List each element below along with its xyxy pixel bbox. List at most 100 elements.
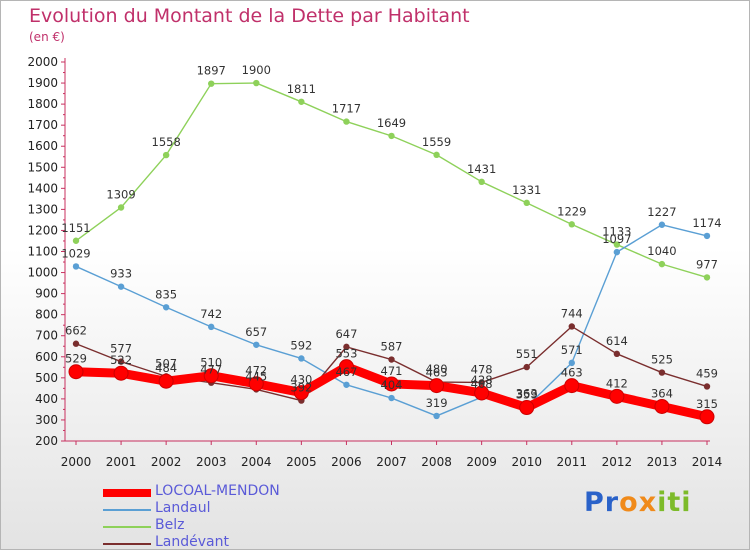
y-tick-label: 400 [35,392,58,406]
data-point [384,376,399,392]
logo-letter: t [667,487,682,518]
legend-swatch [103,543,151,545]
y-tick-label: 2000 [27,55,58,69]
legend-swatch [103,509,151,511]
data-point [298,98,305,105]
x-tick-label: 2010 [511,455,542,469]
data-point [433,151,440,159]
x-tick-label: 2005 [286,455,317,469]
data-point [478,379,485,386]
data-point [429,378,445,394]
data-label: 1559 [422,135,451,149]
legend-swatch [103,526,151,528]
data-label: 510 [200,356,222,370]
data-label: 571 [561,343,583,357]
data-label: 412 [606,376,628,390]
data-point [519,400,535,416]
y-tick-label: 1200 [27,223,58,237]
data-point [388,356,395,363]
data-point [72,263,80,270]
data-label: 742 [200,307,222,321]
data-label: 1649 [377,116,406,130]
data-label: 525 [651,353,673,367]
data-point [703,383,711,390]
y-tick-label: 1400 [27,181,58,195]
data-label: 477 [200,363,222,377]
data-point [658,369,666,376]
y-tick-label: 900 [35,287,58,301]
chart-subtitle: (en €) [29,30,65,44]
data-label: 1227 [647,205,676,219]
data-label: 1811 [287,82,316,96]
data-label: 428 [471,373,493,387]
y-tick-label: 1100 [27,245,58,259]
logo-letter: i [681,487,692,518]
data-point [293,385,309,401]
data-label: 577 [110,342,132,356]
logo-letter: o [619,487,639,518]
legend-swatch [103,489,151,497]
data-point [162,151,170,159]
y-tick-label: 1700 [27,118,58,132]
data-point [703,274,711,281]
data-label: 445 [245,369,267,383]
data-label: 522 [110,353,132,367]
data-point [658,260,666,268]
data-label: 1151 [61,221,90,235]
proxiti-logo: Proxiti [584,487,692,518]
data-label: 933 [110,267,132,281]
y-tick-label: 1300 [27,202,58,216]
data-label: 359 [516,388,538,402]
data-point [568,359,575,367]
y-tick-label: 1900 [27,76,58,90]
logo-letter: x [638,487,658,518]
data-point [388,132,395,140]
legend-label: Landaul [155,500,211,516]
x-tick-label: 2014 [692,455,723,469]
data-point [523,363,530,371]
x-tick-label: 2009 [466,455,497,469]
data-point [253,79,260,87]
data-label: 551 [516,347,538,361]
data-point [568,221,575,228]
legend-label: Landévant [155,534,229,550]
data-label: 463 [561,366,583,380]
data-point [72,237,80,244]
data-point [478,178,485,186]
y-tick-label: 200 [35,434,58,448]
data-label: 471 [381,364,403,378]
legend-label: LOCOAL-MENDON [155,483,280,499]
data-point [613,241,621,248]
data-label: 507 [155,356,177,370]
x-tick-label: 2004 [241,455,272,469]
logo-letter: P [584,487,605,518]
data-label: 392 [290,381,312,395]
data-point [343,381,350,388]
y-tick-label: 1500 [27,160,58,174]
data-point [703,232,711,240]
data-label: 1431 [467,162,496,176]
y-tick-label: 1800 [27,97,58,111]
data-point [338,359,354,375]
data-point [72,340,80,347]
data-point [654,398,670,414]
data-label: 319 [426,396,448,410]
data-point [343,343,350,351]
x-tick-label: 2001 [106,455,137,469]
data-label: 744 [561,306,583,320]
data-point [117,283,125,290]
data-point [208,323,215,331]
data-label: 472 [245,364,267,378]
data-point [343,118,350,125]
data-label: 1331 [512,183,541,197]
data-label: 1309 [106,187,135,201]
x-tick-label: 2007 [376,455,407,469]
data-label: 1029 [61,246,90,260]
data-point [433,412,440,420]
data-point [208,80,215,87]
x-tick-label: 2003 [196,455,227,469]
data-label: 363 [516,387,538,401]
data-point [474,385,490,401]
data-point [613,248,621,256]
